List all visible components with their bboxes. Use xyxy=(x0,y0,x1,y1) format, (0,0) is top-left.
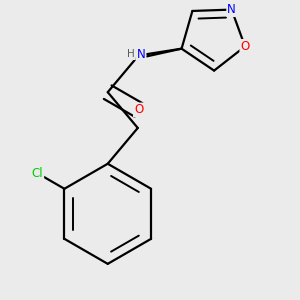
Text: N: N xyxy=(137,48,146,61)
Text: O: O xyxy=(240,40,250,53)
Text: O: O xyxy=(134,103,143,116)
Text: H: H xyxy=(127,49,135,59)
Text: N: N xyxy=(227,3,236,16)
Text: Cl: Cl xyxy=(32,167,43,180)
